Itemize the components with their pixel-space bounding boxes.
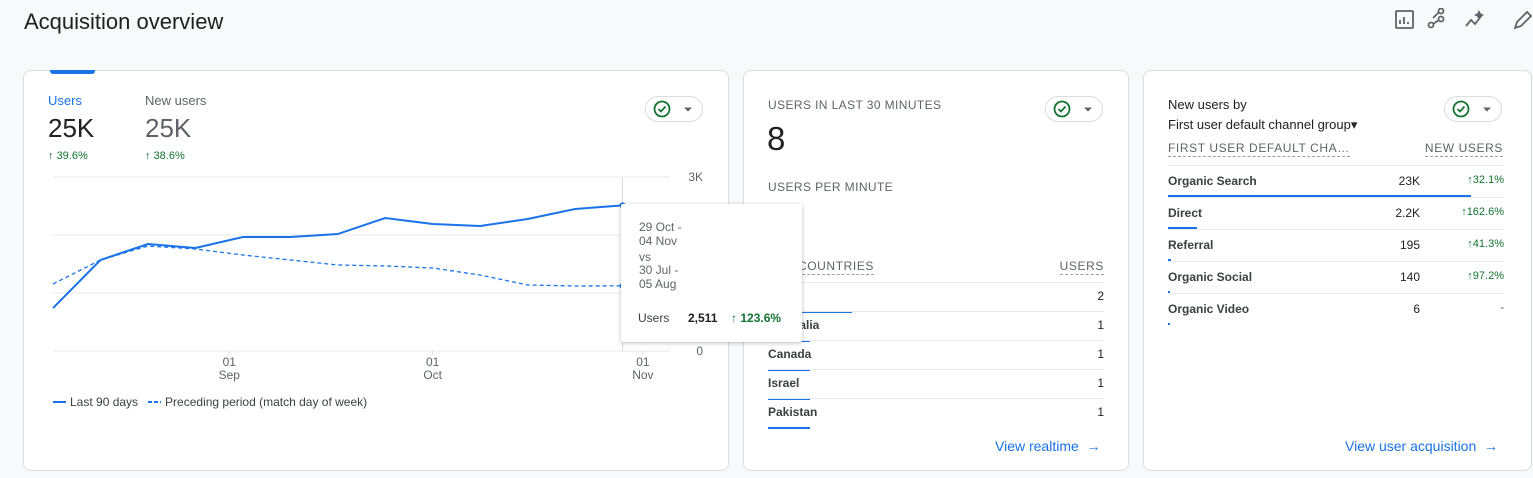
channel-name: Direct [1168,206,1203,220]
new-users: 195 [1399,238,1420,252]
country-users: 1 [1097,405,1104,419]
realtime-card [743,70,1129,471]
series-line [52,245,623,287]
change: ↑32.1% [1467,174,1504,186]
overview-card [23,70,729,471]
view-acquisition-link[interactable]: View user acquisition → [1345,438,1499,454]
compare-button[interactable] [1045,96,1103,122]
metric-change: ↑ 38.6% [145,150,185,162]
new-users: 23K [1398,174,1420,188]
page-title: Acquisition overview [24,9,224,34]
row-line [768,340,1104,341]
country-users: 1 [1097,347,1104,361]
row-line [1168,293,1504,294]
channel-name: Organic Video [1168,302,1250,316]
metric-label: New users [145,93,207,108]
country-name: Pakistan [768,405,818,419]
change: ↑162.6% [1461,206,1504,218]
channel-name: Referral [1168,238,1214,252]
users-bar [768,427,810,429]
country-name: Canada [768,347,812,361]
change-value: 97.2% [1472,270,1504,282]
channel-name: Organic Search [1168,174,1257,188]
metric-change: ↑ 39.6% [48,150,88,162]
view-realtime-link[interactable]: View realtime → [995,438,1101,454]
table-header: USERS [1059,259,1104,275]
legend-label: Preceding period (match day of week) [165,395,367,409]
new-users: 6 [1413,302,1420,316]
tooltip-value: 2,511 [688,311,718,325]
row-line [1168,197,1504,198]
row-line [768,398,1104,399]
active-tab-indicator [50,70,95,74]
change-value: 41.3% [1472,238,1504,250]
x-tick-label: 01 Sep [218,355,240,382]
users-bar [768,369,810,371]
compare-button[interactable] [645,96,703,122]
acquisition-card [1143,70,1532,471]
tooltip-previous-range: 30 Jul - 05 Aug [639,263,679,291]
metric-change-value: 38.6% [153,150,185,162]
users-bar [768,311,852,313]
dimension-selector[interactable]: First user default channel group▾ [1168,117,1358,132]
channel-name: Organic Social [1168,270,1253,284]
change-value: 162.6% [1466,206,1504,218]
chart-tooltip: 29 Oct - 04 Nov vs 30 Jul - 05 Aug Users… [621,204,802,342]
compare-icon [1053,100,1092,118]
new-users: 2.2K [1395,206,1420,220]
tooltip-current-range: 29 Oct - 04 Nov [639,220,682,248]
compare-icon [653,100,692,118]
new-users-bar [1168,227,1197,229]
change: - [1500,302,1504,314]
table-header: NEW USERS [1424,141,1503,157]
row-line [768,369,1104,370]
country-users: 2 [1097,289,1104,303]
toolbar-icons[interactable] [1393,8,1533,32]
tooltip-change: ↑ 123.6% [731,311,782,325]
acquisition-title: New users by [1168,97,1247,112]
y-tick-label: 3K [688,170,703,184]
dimension-text[interactable]: First user default channel group [1168,117,1351,132]
new-users-bar [1168,291,1170,293]
row-line [1168,261,1504,262]
new-users-bar [1168,323,1170,325]
new-users-bar [1168,259,1171,261]
country-users: 1 [1097,376,1104,390]
compare-button[interactable] [1444,96,1502,122]
metric-change-value: 39.6% [56,150,88,162]
x-tick-label: 01 Oct [423,355,443,382]
metric-label: Users [48,93,82,108]
new-users-bar [1168,195,1471,197]
y-tick-label: 0 [696,344,703,358]
legend-label: Last 90 days [70,395,138,409]
link-text[interactable]: View realtime [995,438,1079,454]
row-line [1168,229,1504,230]
change-value: 32.1% [1472,174,1504,186]
row-line [768,311,1104,312]
metric-value: 25K [48,113,95,143]
row-line [768,282,1104,283]
metric-value: 25K [145,113,192,143]
change: ↑41.3% [1467,238,1504,250]
tooltip-metric: Users [638,311,670,325]
country-name: Israel [768,376,800,390]
x-tick-label: 01 Nov [632,355,654,382]
change: ↑97.2% [1467,270,1504,282]
per-minute-label: USERS PER MINUTE [768,180,894,194]
realtime-title: USERS IN LAST 30 MINUTES [768,98,942,112]
tooltip-vs: vs [639,250,651,264]
row-line [1168,165,1504,166]
change-value: - [1500,302,1504,314]
users-bar [768,398,810,400]
tooltip-change-value: 123.6% [740,311,782,325]
realtime-count: 8 [767,120,786,157]
table-header: FIRST USER DEFAULT CHA… [1168,141,1350,157]
country-users: 1 [1097,318,1104,332]
new-users: 140 [1399,270,1420,284]
compare-icon [1452,100,1491,118]
link-text[interactable]: View user acquisition [1345,438,1477,454]
series-line [52,204,623,309]
